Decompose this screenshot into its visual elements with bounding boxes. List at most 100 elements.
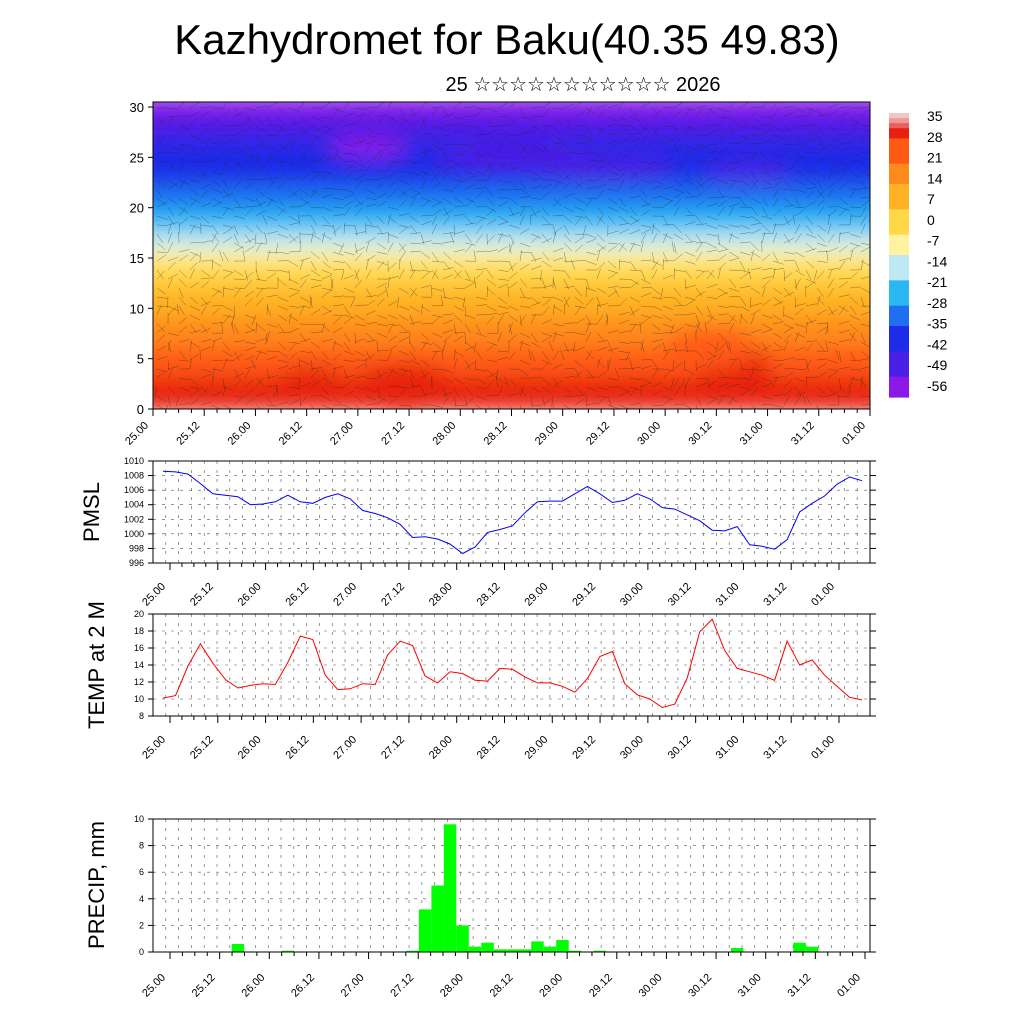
- wind-vector: [585, 159, 597, 163]
- wind-vector: [175, 395, 180, 407]
- wind-vector: [704, 322, 708, 334]
- wind-vector: [838, 260, 846, 271]
- wind-vector: [794, 233, 802, 244]
- wind-vector: [244, 143, 252, 153]
- wind-vector: [365, 287, 372, 298]
- wind-vector: [530, 157, 542, 163]
- wind-vector: [695, 377, 708, 380]
- wind-vector: [453, 224, 455, 237]
- wind-vector: [167, 305, 179, 312]
- wind-vector: [354, 246, 366, 253]
- wind-vector: [354, 117, 362, 127]
- wind-vector: [772, 197, 779, 208]
- wind-vector: [761, 123, 773, 127]
- precip-bar: [431, 885, 444, 952]
- wind-vector: [673, 287, 681, 297]
- wind-vector: [343, 102, 351, 109]
- wind-vector: [299, 200, 310, 208]
- wind-vector: [365, 377, 378, 379]
- wind-vector: [805, 248, 817, 253]
- wind-vector: [530, 177, 542, 181]
- wind-vector: [585, 260, 597, 265]
- wind-vector: [343, 152, 355, 155]
- wind-vector: [783, 287, 792, 297]
- wind-vector: [783, 155, 794, 163]
- wind-vector: [475, 233, 483, 244]
- wind-vector: [321, 395, 332, 402]
- wind-vector: [673, 143, 680, 154]
- wind-vector: [431, 215, 438, 226]
- wind-vector: [277, 224, 289, 231]
- wind-vector: [860, 215, 867, 226]
- wind-vector: [596, 215, 606, 224]
- colorbar-label: 0: [927, 212, 935, 228]
- x-tick-label: 29.12: [570, 581, 598, 609]
- wind-vector: [783, 143, 796, 145]
- wind-vector: [255, 287, 268, 289]
- wind-vector: [242, 250, 246, 262]
- wind-vector: [596, 371, 607, 379]
- wind-vector: [354, 395, 364, 404]
- wind-vector: [607, 230, 619, 235]
- wind-vector: [409, 131, 421, 136]
- wind-vector: [376, 251, 388, 255]
- wind-vector: [442, 334, 452, 343]
- wind-vector: [167, 340, 171, 352]
- wind-vector: [750, 313, 756, 325]
- wind-vector: [695, 364, 707, 370]
- wind-vector: [625, 350, 631, 362]
- wind-vector: [508, 377, 517, 387]
- wind-vector: [614, 367, 620, 379]
- heat-blob: [328, 137, 409, 158]
- wind-vector: [255, 269, 260, 281]
- wind-vector: [288, 342, 297, 352]
- wind-vector: [618, 228, 629, 235]
- wind-vector: [541, 159, 553, 163]
- wind-vector: [266, 368, 270, 380]
- wind-vector: [772, 363, 783, 370]
- wind-vector: [200, 183, 211, 190]
- wind-vector: [772, 125, 783, 133]
- wind-vector: [827, 143, 839, 149]
- wind-vector: [860, 151, 870, 154]
- y-tick-label: 998: [129, 543, 144, 553]
- wind-vector: [409, 305, 420, 313]
- wind-vector: [838, 171, 847, 181]
- wind-vector: [662, 314, 673, 322]
- wind-vector: [288, 132, 300, 136]
- wind-vector: [684, 296, 696, 301]
- wind-vector: [794, 107, 806, 113]
- wind-vector: [662, 232, 668, 244]
- wind-vector: [409, 314, 415, 326]
- wind-vector: [156, 395, 167, 402]
- wind-vector: [486, 107, 498, 113]
- wind-vector: [706, 161, 713, 172]
- wind-vector: [178, 278, 187, 287]
- wind-vector: [497, 232, 503, 244]
- wind-vector: [299, 197, 310, 205]
- wind-vector: [629, 323, 637, 334]
- x-tick-label: 26.12: [284, 734, 312, 762]
- colorbar-swatch: [889, 391, 909, 398]
- wind-vector: [508, 212, 520, 217]
- wind-vector: [233, 224, 239, 236]
- wind-vector: [398, 199, 407, 208]
- wind-vector: [684, 125, 696, 130]
- wind-vector: [332, 316, 342, 325]
- wind-vector: [860, 170, 870, 177]
- wind-vector: [849, 359, 862, 362]
- wind-vector: [794, 170, 806, 177]
- wind-vector: [442, 134, 454, 137]
- wind-vector: [728, 206, 735, 217]
- wind-vector: [640, 134, 648, 145]
- wind-vector: [396, 296, 400, 308]
- wind-vector: [772, 260, 784, 265]
- wind-vector: [343, 380, 353, 388]
- wind-vector: [585, 278, 590, 290]
- wind-vector: [717, 134, 725, 145]
- wind-vector: [387, 323, 394, 334]
- wind-vector: [398, 179, 410, 185]
- colorbar-swatch: [889, 133, 909, 139]
- wind-vector: [596, 126, 605, 136]
